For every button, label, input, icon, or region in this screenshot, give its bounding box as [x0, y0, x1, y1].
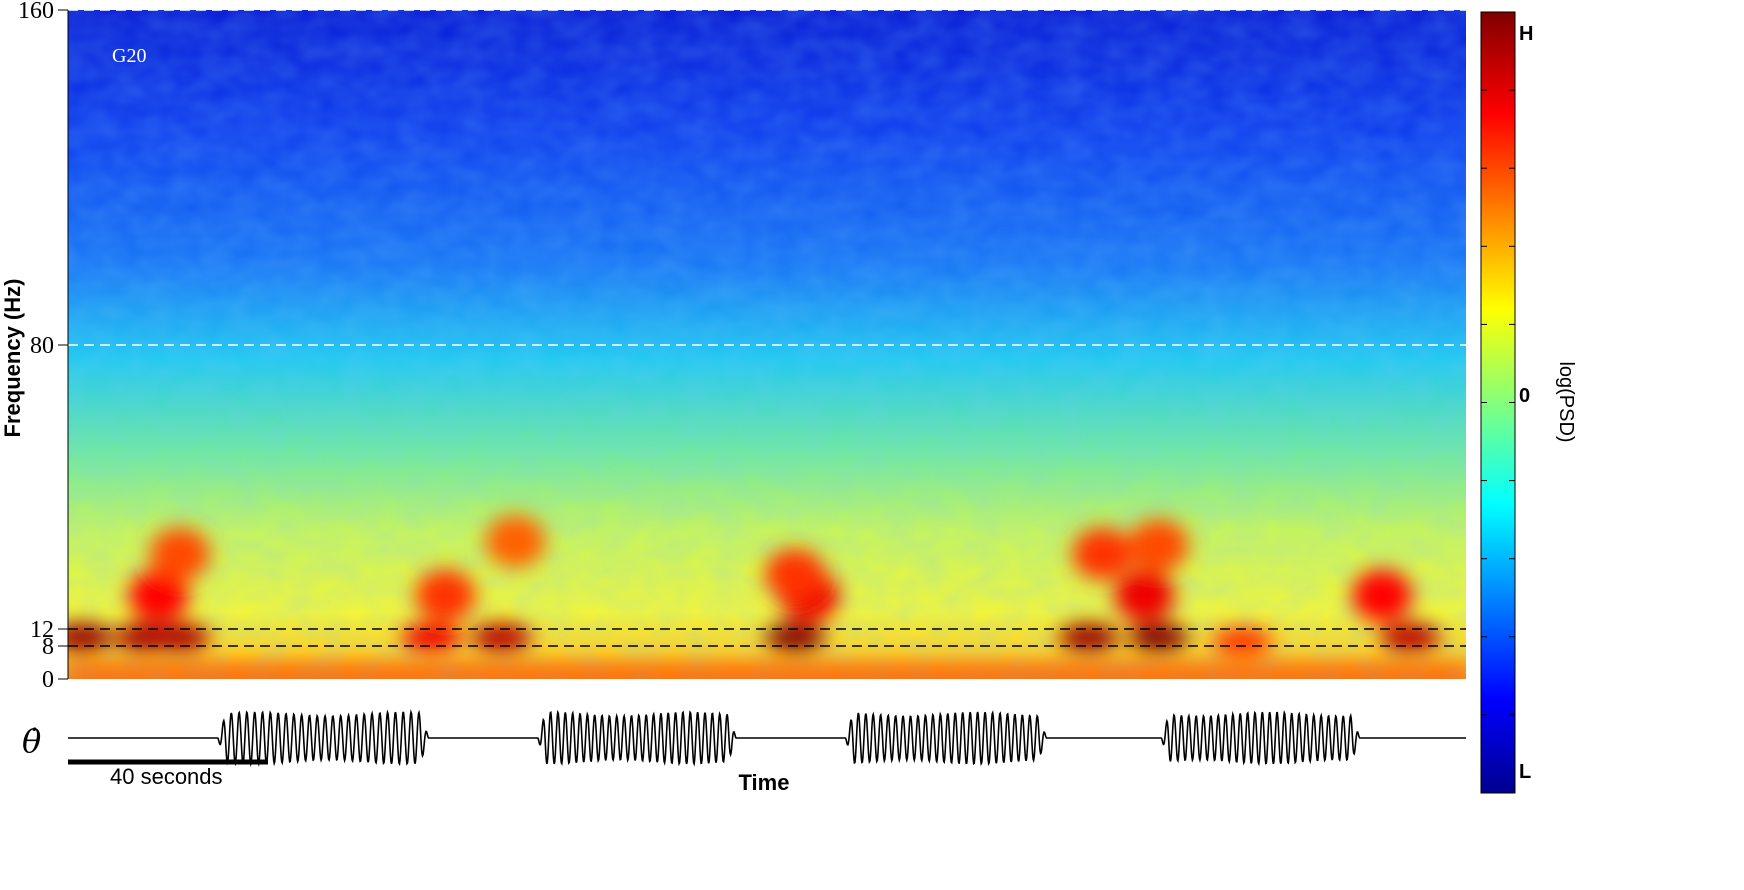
colorbar: H 0 L log(PSD) — [1480, 11, 1577, 794]
hotspot — [471, 623, 532, 652]
y-tick-label: 160 — [18, 0, 54, 24]
hotspot — [1128, 623, 1189, 652]
colorbar-title: log(PSD) — [1555, 361, 1577, 442]
y-tick-label: 80 — [30, 333, 54, 359]
colorbar-ticks — [1481, 11, 1515, 794]
colorbar-label-low: L — [1519, 761, 1531, 783]
hotspot — [1114, 569, 1175, 622]
hotspot — [1380, 623, 1441, 652]
hotspot — [401, 623, 462, 652]
y-tick-label: 0 — [42, 667, 54, 693]
theta-dot-trace — [68, 709, 1466, 767]
hotspot — [1128, 519, 1189, 572]
spectrogram-hotspots — [68, 515, 1466, 679]
x-axis-title: Time — [739, 770, 790, 795]
hotspot — [485, 515, 546, 568]
scale-bar-label: 40 seconds — [110, 764, 223, 789]
colorbar-label-zero: 0 — [1519, 385, 1530, 407]
y-tick-label: 8 — [42, 634, 54, 660]
hotspot — [1212, 627, 1273, 656]
theta-trace-panel: θ̇ 40 seconds Time — [22, 709, 1466, 795]
spectrogram-panel: G20 — [68, 9, 1466, 679]
hotspot — [68, 623, 112, 652]
theta-dot-label: θ̇ — [22, 722, 41, 760]
hotspot — [149, 527, 210, 580]
colorbar-label-high: H — [1519, 23, 1533, 45]
y-axis-title: Frequency (Hz) — [0, 279, 25, 438]
low-frequency-band — [68, 666, 1466, 679]
hotspot — [128, 569, 189, 622]
y-tick-label: 12 — [30, 617, 54, 643]
hotspot — [1058, 623, 1119, 652]
hotspot — [149, 623, 210, 652]
hotspot — [764, 623, 825, 652]
panel-label: G20 — [112, 45, 146, 67]
reference-lines — [68, 9, 1466, 647]
hotspot — [764, 548, 825, 601]
hotspot — [415, 569, 476, 622]
y-axis: 0 812 80 160 — [18, 0, 69, 693]
hotspot — [1072, 527, 1133, 580]
hotspot — [1352, 569, 1413, 622]
